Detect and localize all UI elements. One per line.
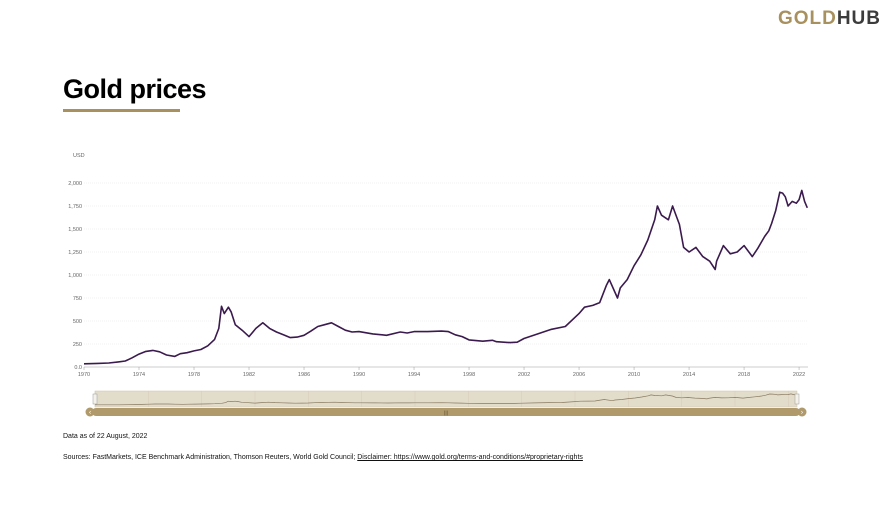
y-tick-label: 2,000 <box>68 181 82 187</box>
x-tick-label: 1974 <box>133 372 145 378</box>
x-tick-label: 2006 <box>573 372 585 378</box>
series-line-gold-price <box>83 189 809 365</box>
x-tick-label: 2018 <box>738 372 750 378</box>
x-tick-label: 2022 <box>793 372 805 378</box>
navigator-series-line <box>95 393 797 406</box>
y-tick-label: 1,000 <box>68 273 82 279</box>
navigator-right-handle[interactable] <box>794 393 800 405</box>
y-tick-label: 1,750 <box>68 204 82 210</box>
chevron-right-icon: › <box>801 409 804 417</box>
logo-part-hub: HUB <box>836 8 881 29</box>
y-axis-label: USD <box>73 153 85 159</box>
y-axis-ticks: 0.0 250 500 750 1,000 1,250 1,500 1,750 2,000 <box>68 181 82 371</box>
x-tick-label: 2010 <box>628 372 640 378</box>
page-title: Gold prices <box>63 74 207 104</box>
x-tick-label: 1994 <box>408 372 420 378</box>
x-tick-label: 1990 <box>353 372 365 378</box>
scrollbar-grip[interactable]: ||| <box>444 411 448 417</box>
chevron-left-icon: ‹ <box>89 409 92 417</box>
y-tick-label: 500 <box>73 319 82 325</box>
y-tick-label: 250 <box>73 342 82 348</box>
x-tick-label: 2014 <box>683 372 695 378</box>
scroll-right-button[interactable]: › <box>797 407 807 417</box>
grid-lines <box>84 182 808 368</box>
sources-text: Sources: FastMarkets, ICE Benchmark Admi… <box>63 454 358 461</box>
scroll-right-circle[interactable] <box>797 407 807 417</box>
y-tick-label: 0.0 <box>74 365 82 371</box>
navigator-left-handle[interactable] <box>92 393 98 405</box>
sources-note: Sources: FastMarkets, ICE Benchmark Admi… <box>63 454 583 461</box>
scroll-left-button[interactable]: ‹ <box>85 407 95 417</box>
disclaimer-link[interactable]: Disclaimer: https://www.gold.org/terms-a… <box>357 454 583 461</box>
x-tick-label: 1982 <box>243 372 255 378</box>
y-tick-label: 1,500 <box>68 227 82 233</box>
x-tick-label: 2002 <box>518 372 530 378</box>
title-underline <box>63 109 180 112</box>
data-date-note: Data as of 22 August, 2022 <box>63 433 148 440</box>
x-tick-label: 1970 <box>78 372 90 378</box>
scroll-left-circle[interactable] <box>85 407 95 417</box>
x-tick-label: 1978 <box>188 372 200 378</box>
goldhub-logo[interactable]: GOLDHUB <box>778 8 881 30</box>
x-tick-label: 1998 <box>463 372 475 378</box>
navigator-background <box>94 390 798 408</box>
scrollbar-track[interactable] <box>92 408 800 416</box>
range-navigator[interactable]: ||| ‹ › <box>85 390 807 417</box>
y-tick-label: 1,250 <box>68 250 82 256</box>
x-tick-label: 1986 <box>298 372 310 378</box>
y-tick-label: 750 <box>73 296 82 302</box>
logo-part-gold: GOLD <box>777 8 837 29</box>
x-axis-ticks: 1970 1974 1978 1982 1986 1990 1994 1998 2002 2006… <box>78 367 805 378</box>
